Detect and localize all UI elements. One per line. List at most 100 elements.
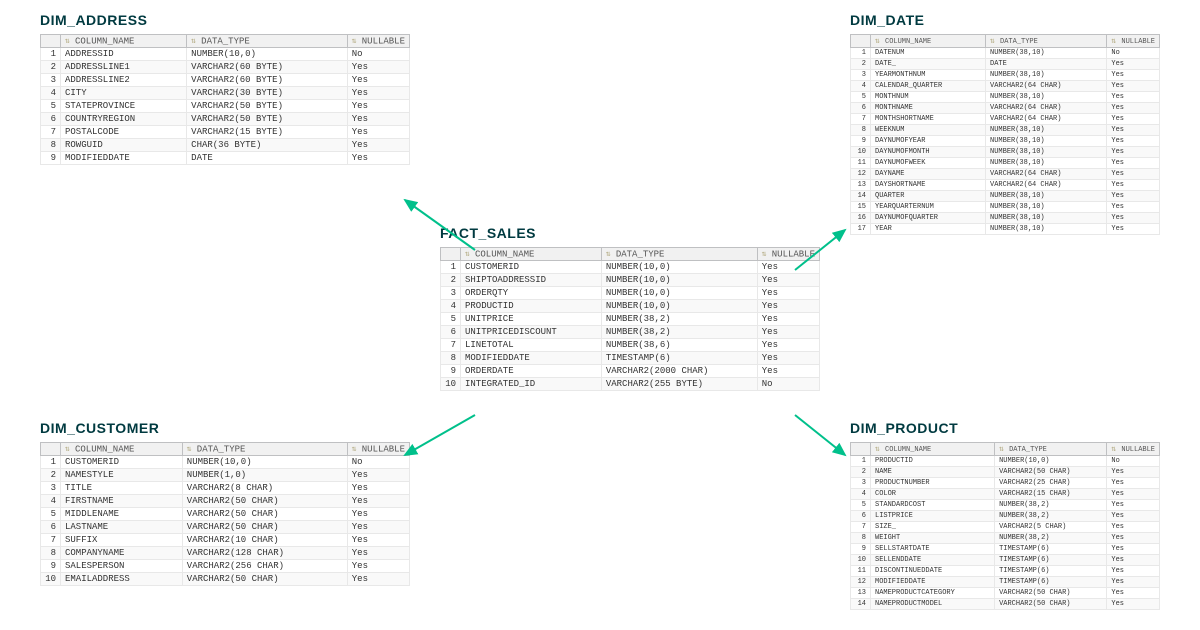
cell-name: NAMESTYLE (61, 469, 183, 482)
table-row: 14NAMEPRODUCTMODELVARCHAR2(50 CHAR)Yes (851, 599, 1160, 610)
table-row: 2ADDRESSLINE1VARCHAR2(60 BYTE)Yes (41, 61, 410, 74)
cell-type: VARCHAR2(15 CHAR) (995, 489, 1107, 500)
cell-name: ADDRESSID (61, 48, 187, 61)
schema-table: ⇅COLUMN_NAME⇅DATA_TYPE⇅NULLABLE1PRODUCTI… (850, 442, 1160, 610)
table-row: 10EMAILADDRESSVARCHAR2(50 CHAR)Yes (41, 573, 410, 586)
cell-name: DAYNUMOFQUARTER (871, 213, 986, 224)
cell-null: No (757, 378, 819, 391)
header-label: COLUMN_NAME (475, 249, 534, 259)
cell-null: Yes (1107, 92, 1160, 103)
cell-name: PRODUCTNUMBER (871, 478, 995, 489)
row-number: 7 (851, 522, 871, 533)
cell-name: WEIGHT (871, 533, 995, 544)
table-row: 5STATEPROVINCEVARCHAR2(50 BYTE)Yes (41, 100, 410, 113)
table-row: 6LISTPRICENUMBER(38,2)Yes (851, 511, 1160, 522)
row-number: 8 (851, 125, 871, 136)
header-label: COLUMN_NAME (885, 446, 931, 454)
cell-null: Yes (1107, 522, 1160, 533)
table-title: DIM_PRODUCT (850, 420, 1160, 436)
cell-name: CALENDAR_QUARTER (871, 81, 986, 92)
cell-name: DAYNUMOFYEAR (871, 136, 986, 147)
cell-name: SHIPTOADDRESSID (461, 274, 602, 287)
column-header: ⇅DATA_TYPE (187, 35, 348, 48)
sort-icon: ⇅ (1111, 36, 1119, 46)
cell-name: DAYNUMOFMONTH (871, 147, 986, 158)
row-number: 8 (851, 533, 871, 544)
cell-type: TIMESTAMP(6) (601, 352, 757, 365)
cell-name: WEEKNUM (871, 125, 986, 136)
cell-null: Yes (347, 508, 409, 521)
row-number: 1 (41, 456, 61, 469)
cell-name: LINETOTAL (461, 339, 602, 352)
column-header: ⇅COLUMN_NAME (61, 35, 187, 48)
schema-table: ⇅COLUMN_NAME⇅DATA_TYPE⇅NULLABLE1DATENUMN… (850, 34, 1160, 235)
sort-icon: ⇅ (65, 444, 73, 454)
cell-type: NUMBER(38,10) (986, 191, 1107, 202)
table-row: 6MONTHNAMEVARCHAR2(64 CHAR)Yes (851, 103, 1160, 114)
table-row: 5STANDARDCOSTNUMBER(38,2)Yes (851, 500, 1160, 511)
cell-null: Yes (347, 61, 409, 74)
row-number: 5 (851, 500, 871, 511)
sort-icon: ⇅ (352, 444, 360, 454)
table-row: 1DATENUMNUMBER(38,10)No (851, 48, 1160, 59)
table-row: 7SUFFIXVARCHAR2(10 CHAR)Yes (41, 534, 410, 547)
cell-name: STATEPROVINCE (61, 100, 187, 113)
cell-type: NUMBER(38,10) (986, 136, 1107, 147)
cell-name: QUARTER (871, 191, 986, 202)
cell-type: VARCHAR2(8 CHAR) (182, 482, 347, 495)
cell-null: Yes (757, 352, 819, 365)
cell-type: NUMBER(38,10) (986, 125, 1107, 136)
column-header: ⇅COLUMN_NAME (871, 443, 995, 456)
header-label: NULLABLE (1121, 446, 1155, 454)
cell-null: Yes (347, 152, 409, 165)
cell-type: VARCHAR2(64 CHAR) (986, 103, 1107, 114)
cell-type: VARCHAR2(128 CHAR) (182, 547, 347, 560)
table-row: 12DAYNAMEVARCHAR2(64 CHAR)Yes (851, 169, 1160, 180)
cell-null: Yes (1107, 202, 1160, 213)
header-label: NULLABLE (1121, 38, 1155, 46)
cell-type: VARCHAR2(50 CHAR) (995, 599, 1107, 610)
cell-name: MODIFIEDDATE (61, 152, 187, 165)
table-row: 4CALENDAR_QUARTERVARCHAR2(64 CHAR)Yes (851, 81, 1160, 92)
row-number: 7 (41, 126, 61, 139)
row-number: 9 (851, 544, 871, 555)
cell-type: VARCHAR2(50 BYTE) (187, 100, 348, 113)
row-number: 4 (441, 300, 461, 313)
table-row: 5MIDDLENAMEVARCHAR2(50 CHAR)Yes (41, 508, 410, 521)
row-number: 5 (851, 92, 871, 103)
cell-null: Yes (1107, 125, 1160, 136)
row-number: 5 (41, 100, 61, 113)
table-row: 2SHIPTOADDRESSIDNUMBER(10,0)Yes (441, 274, 820, 287)
row-number: 6 (851, 103, 871, 114)
table-row: 7MONTHSHORTNAMEVARCHAR2(64 CHAR)Yes (851, 114, 1160, 125)
cell-name: TITLE (61, 482, 183, 495)
row-number: 2 (851, 59, 871, 70)
row-number: 11 (851, 158, 871, 169)
sort-icon: ⇅ (1111, 444, 1119, 454)
table-row: 7SIZE_VARCHAR2(5 CHAR)Yes (851, 522, 1160, 533)
cell-type: NUMBER(38,2) (995, 511, 1107, 522)
table-row: 10SELLENDDATETIMESTAMP(6)Yes (851, 555, 1160, 566)
cell-name: PRODUCTID (461, 300, 602, 313)
cell-null: Yes (1107, 544, 1160, 555)
row-number: 8 (41, 547, 61, 560)
cell-name: EMAILADDRESS (61, 573, 183, 586)
row-number: 10 (41, 573, 61, 586)
cell-name: DISCONTINUEDDATE (871, 566, 995, 577)
header-label: NULLABLE (772, 249, 815, 259)
row-number: 6 (851, 511, 871, 522)
cell-null: Yes (757, 261, 819, 274)
row-number: 2 (41, 61, 61, 74)
row-number: 2 (41, 469, 61, 482)
row-number: 9 (41, 152, 61, 165)
cell-type: VARCHAR2(60 BYTE) (187, 61, 348, 74)
row-number: 15 (851, 202, 871, 213)
cell-type: NUMBER(38,6) (601, 339, 757, 352)
row-number: 10 (441, 378, 461, 391)
table-row: 3ORDERQTYNUMBER(10,0)Yes (441, 287, 820, 300)
header-label: DATA_TYPE (616, 249, 665, 259)
cell-name: DAYNAME (871, 169, 986, 180)
table-title: DIM_ADDRESS (40, 12, 410, 28)
row-number: 6 (41, 113, 61, 126)
cell-type: TIMESTAMP(6) (995, 566, 1107, 577)
